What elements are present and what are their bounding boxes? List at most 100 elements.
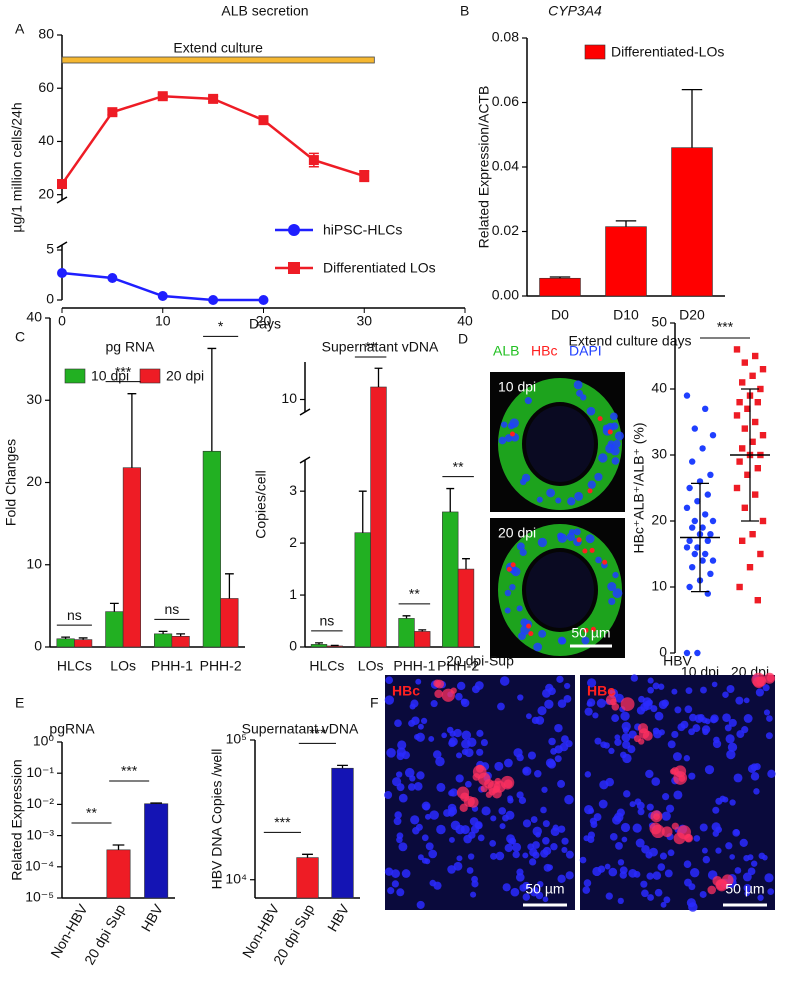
cell <box>753 788 760 795</box>
hbc-signal <box>707 885 716 895</box>
cell <box>659 852 667 860</box>
cell <box>719 795 726 802</box>
y-axis-label: Copies/cell <box>253 470 269 538</box>
cell <box>535 891 544 900</box>
image-title: 20 dpi-Sup <box>446 653 514 669</box>
hbc-signal <box>673 832 686 845</box>
cell <box>753 763 761 771</box>
cell <box>537 537 548 548</box>
y-tick-label: 0 <box>659 644 667 660</box>
y-tick-label: 40 <box>651 380 667 396</box>
marker <box>704 537 711 544</box>
cell <box>722 713 731 722</box>
culture-span <box>61 56 375 64</box>
cell <box>584 805 594 815</box>
cell <box>494 761 504 771</box>
cell <box>743 714 753 723</box>
cell <box>611 714 620 723</box>
cell <box>428 849 438 859</box>
y-tick-label: 10⁻² <box>26 795 54 811</box>
hbc-signal <box>678 774 686 782</box>
bar <box>296 857 319 899</box>
cell <box>658 683 665 690</box>
marker <box>736 458 743 465</box>
cell <box>519 884 527 892</box>
cell <box>527 843 535 851</box>
marker <box>107 107 118 118</box>
significance-label: ns <box>164 601 179 617</box>
cell <box>542 896 549 903</box>
marker <box>702 550 709 558</box>
marker <box>741 425 748 432</box>
cell <box>667 849 675 857</box>
cell <box>585 534 595 544</box>
legend-label: 20 dpi <box>166 368 204 384</box>
cell <box>664 869 673 878</box>
cell <box>557 699 567 708</box>
marker <box>258 115 269 126</box>
cell <box>743 854 750 862</box>
marker <box>754 597 761 604</box>
hbc-signal <box>715 878 728 892</box>
significance-label: *** <box>717 319 734 335</box>
chart-title: pg RNA <box>105 339 155 355</box>
cell <box>502 883 511 892</box>
cell <box>614 693 624 703</box>
cell <box>693 835 701 842</box>
cell <box>521 473 531 483</box>
cell <box>701 725 711 734</box>
cell <box>605 777 615 787</box>
cell <box>574 491 584 501</box>
cell <box>614 738 622 746</box>
cell <box>411 716 420 725</box>
bar <box>74 639 93 648</box>
marker <box>744 405 751 412</box>
y-tick-label: 5 <box>46 241 54 257</box>
x-tick-label: 0 <box>58 313 66 329</box>
y-tick-label: 0 <box>34 638 42 654</box>
x-tick-label: 30 <box>356 313 372 329</box>
cell <box>455 692 463 701</box>
significance-label: *** <box>274 814 291 830</box>
cell <box>584 707 593 716</box>
cell <box>504 589 512 597</box>
x-axis-label: Days <box>249 316 281 332</box>
significance-label: *** <box>115 363 132 379</box>
cell <box>666 804 675 813</box>
marker <box>694 544 701 551</box>
cell <box>509 431 515 437</box>
bar <box>354 532 371 648</box>
cell <box>404 767 415 778</box>
cell <box>559 742 569 752</box>
cell <box>540 849 549 858</box>
cell <box>597 416 603 422</box>
cell <box>671 730 679 739</box>
y-axis-label: Related Expression <box>9 759 25 880</box>
cell <box>522 766 532 776</box>
cell <box>733 773 743 783</box>
x-tick-label: LOs <box>358 658 384 674</box>
hbc-signal <box>463 796 475 808</box>
bar <box>106 849 131 899</box>
marker <box>707 531 714 538</box>
marker <box>744 471 751 478</box>
y-tick-label: 10⁻⁵ <box>25 889 54 905</box>
cell <box>529 858 537 866</box>
cell <box>424 813 431 820</box>
x-tick-label: PHH-2 <box>200 658 242 674</box>
hbc-signal <box>649 822 662 835</box>
cell <box>395 771 403 778</box>
marker <box>694 498 701 505</box>
cell <box>396 836 403 844</box>
cell <box>550 843 558 851</box>
cell <box>634 798 642 806</box>
cell <box>590 626 596 632</box>
sd-bar <box>741 388 759 522</box>
bar <box>539 277 581 297</box>
cell <box>686 898 696 908</box>
cell <box>544 699 554 709</box>
y-tick-label: 0 <box>46 291 54 307</box>
cell <box>712 806 720 814</box>
hbc-signal <box>492 785 500 793</box>
cell <box>702 855 711 864</box>
